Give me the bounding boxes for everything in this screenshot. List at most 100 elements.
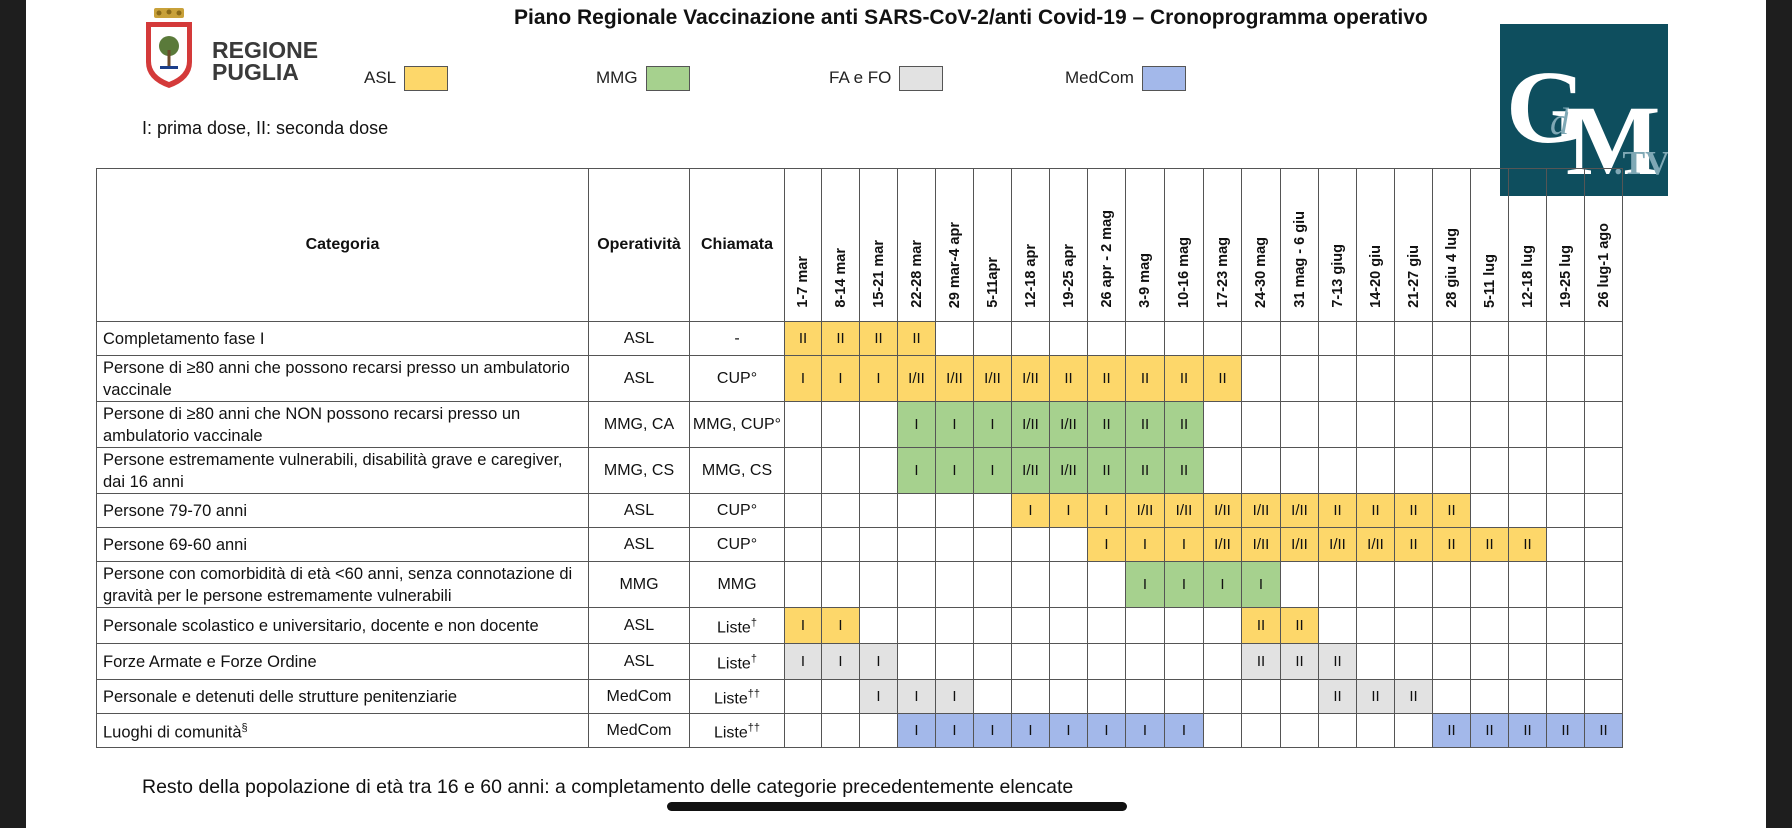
schedule-cell: II: [1164, 401, 1204, 448]
table-row: Persone 69-60 anni ASL CUP° I I I I/II I/II I/II…: [96, 527, 1623, 562]
schedule-cell: [1241, 679, 1281, 714]
schedule-cell: II: [1241, 607, 1281, 644]
week-header: 15-21 mar: [859, 168, 898, 322]
schedule-cell: II: [1356, 493, 1395, 528]
legend-label: MMG: [596, 68, 638, 87]
operativita-cell: MedCom: [588, 713, 690, 748]
schedule-cell: I: [1049, 493, 1088, 528]
table-row: Persone di ≥80 anni che possono recarsi …: [96, 355, 1623, 402]
category-text: Personale e detenuti delle strutture pen…: [103, 687, 458, 706]
schedule-cell: I: [821, 643, 860, 680]
svg-text:.TV: .TV: [1614, 145, 1668, 182]
schedule-cell: [1087, 607, 1126, 644]
category-text: Persone con comorbidità di età <60 anni,…: [103, 564, 573, 605]
schedule-cell: I/II: [1164, 493, 1204, 528]
chiamata-text: MMG: [717, 575, 757, 593]
schedule-cell: I: [897, 447, 936, 494]
schedule-cell: [784, 713, 822, 748]
schedule-cell: [1280, 401, 1319, 448]
schedule-cell: [973, 493, 1012, 528]
schedule-cell: [1318, 713, 1357, 748]
schedule-cell: [973, 607, 1012, 644]
schedule-cell: [1584, 561, 1623, 608]
schedule-cell: II: [784, 321, 822, 356]
schedule-cell: [1508, 447, 1547, 494]
chiamata-cell: -: [689, 321, 785, 356]
home-indicator-bar[interactable]: [667, 802, 1127, 811]
chiamata-cell: Liste††: [689, 679, 785, 714]
schedule-cell: [1546, 679, 1585, 714]
schedule-cell: II: [1049, 355, 1088, 402]
operativita-cell: MMG, CA: [588, 401, 690, 448]
schedule-cell: [1508, 607, 1547, 644]
schedule-cell: I: [859, 679, 898, 714]
svg-text:G: G: [1506, 50, 1587, 165]
schedule-cell: [1584, 447, 1623, 494]
schedule-cell: [1203, 679, 1242, 714]
week-header: 26 lug-1 ago: [1584, 168, 1623, 322]
schedule-cell: I: [859, 643, 898, 680]
schedule-cell: [1546, 493, 1585, 528]
week-header: 21-27 giu: [1394, 168, 1433, 322]
week-label: 1-7 mar: [795, 256, 811, 308]
schedule-cell: [784, 493, 822, 528]
schedule-cell: [1164, 607, 1204, 644]
schedule-cell: [1125, 679, 1165, 714]
schedule-cell: [1584, 607, 1623, 644]
schedule-cell: II: [1432, 493, 1471, 528]
regione-puglia-logo: REGIONE PUGLIA: [142, 6, 342, 92]
schedule-cell: [859, 401, 898, 448]
schedule-cell: [1508, 321, 1547, 356]
schedule-cell: II: [1280, 643, 1319, 680]
schedule-cell: [1049, 643, 1088, 680]
week-header: 5-11 lug: [1470, 168, 1509, 322]
table-row: Luoghi di comunità§ MedCom Liste†† I I I I I I I I…: [96, 713, 1623, 748]
schedule-cell: [1432, 679, 1471, 714]
week-label: 26 apr - 2 mag: [1098, 210, 1115, 308]
footnote: Resto della popolazione di età tra 16 e …: [142, 776, 1074, 798]
chiamata-cell: Liste††: [689, 713, 785, 748]
week-header: 8-14 mar: [821, 168, 860, 322]
dose-note: I: prima dose, II: seconda dose: [142, 118, 389, 138]
schedule-cell: II: [1164, 355, 1204, 402]
chiamata-text: CUP°: [716, 535, 758, 553]
schedule-cell: [859, 561, 898, 608]
week-label: 22-28 mar: [908, 240, 925, 308]
schedule-cell: [1470, 679, 1509, 714]
legend-item-mmg: MMG: [596, 64, 690, 92]
week-label: 10-16 mag: [1176, 237, 1192, 308]
schedule-cell: II: [1470, 527, 1509, 562]
schedule-cell: II: [1087, 447, 1126, 494]
schedule-cell: II: [1125, 447, 1165, 494]
schedule-cell: II: [1584, 713, 1623, 748]
table-row: Persone 79-70 anni ASL CUP° I I I I/II I/II I/II…: [96, 493, 1623, 528]
week-label: 19-25 apr: [1060, 244, 1077, 308]
schedule-cell: I/II: [1318, 527, 1357, 562]
schedule-cell: [1203, 713, 1242, 748]
schedule-cell: [1508, 561, 1547, 608]
schedule-cell: I: [897, 679, 936, 714]
schedule-cell: I: [1164, 527, 1204, 562]
schedule-cell: [935, 321, 974, 356]
schedule-cell: [1508, 679, 1547, 714]
category-cell: Persone estremamente vulnerabili, disabi…: [96, 447, 589, 494]
schedule-cell: [1125, 321, 1165, 356]
schedule-cell: I: [1164, 713, 1204, 748]
week-header: 7-13 giug: [1318, 168, 1357, 322]
schedule-cell: II: [1318, 643, 1357, 680]
schedule-cell: [1584, 527, 1623, 562]
schedule-cell: [935, 643, 974, 680]
schedule-cell: [1280, 321, 1319, 356]
category-text: Persone di ≥80 anni che NON possono reca…: [103, 404, 521, 445]
week-header: 19-25 lug: [1546, 168, 1585, 322]
schedule-cell: [1280, 679, 1319, 714]
week-header: 17-23 mag: [1203, 168, 1242, 322]
category-cell: Forze Armate e Forze Ordine: [96, 643, 589, 680]
schedule-cell: [1087, 679, 1126, 714]
table-row: Persone di ≥80 anni che NON possono reca…: [96, 401, 1623, 448]
chiamata-footnote-mark: †: [750, 616, 757, 629]
schedule-cell: [1432, 355, 1471, 402]
schedule-cell: I: [1087, 527, 1126, 562]
schedule-cell: I/II: [1049, 447, 1088, 494]
schedule-cell: [1432, 561, 1471, 608]
